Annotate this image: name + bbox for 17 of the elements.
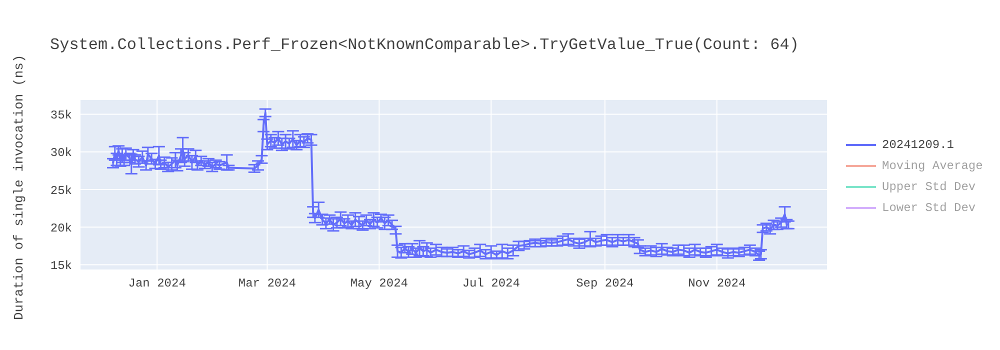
x-tick-label: Jul 2024 — [462, 276, 520, 291]
y-tick-label: 30k — [50, 146, 72, 160]
legend-label: Upper Std Dev — [882, 180, 976, 194]
chart-title: System.Collections.Perf_Frozen<NotKnownComparable>.TryGetValue_True(Count: 64) — [50, 36, 799, 54]
x-tick-label: May 2024 — [350, 276, 408, 291]
y-axis-title: Duration of single invocation (ns) — [12, 54, 27, 320]
legend-label: Moving Average — [882, 158, 983, 172]
y-tick-label: 20k — [50, 221, 72, 236]
legend-label: 20241209.1 — [882, 138, 954, 152]
x-tick-label: Jan 2024 — [128, 276, 186, 291]
x-tick-label: Sep 2024 — [576, 276, 634, 291]
y-tick-label: 35k — [50, 108, 72, 123]
y-tick-label: 25k — [50, 184, 72, 198]
x-tick-label: Mar 2024 — [238, 276, 296, 291]
y-tick-label: 15k — [50, 258, 72, 273]
x-tick-label: Nov 2024 — [688, 276, 746, 291]
legend-label: Lower Std Dev — [882, 200, 976, 214]
